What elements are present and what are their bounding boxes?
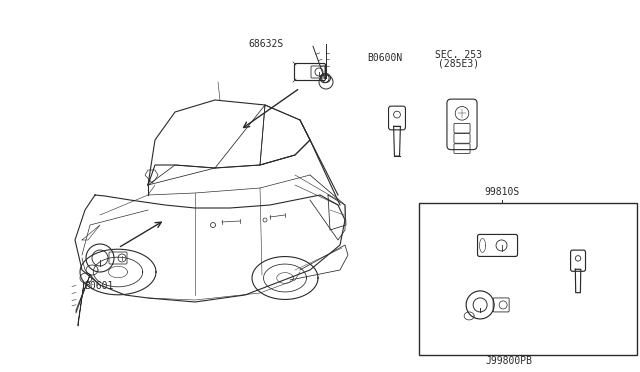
Bar [419,203,637,355]
Text: 99810S: 99810S [484,187,520,196]
Text: SEC. 253: SEC. 253 [435,50,483,60]
Text: B0600N: B0600N [367,53,403,62]
Text: 68632S: 68632S [248,39,284,49]
Text: J99800PB: J99800PB [485,356,532,366]
Text: B0601: B0601 [84,282,114,291]
Text: (285E3): (285E3) [438,59,479,69]
